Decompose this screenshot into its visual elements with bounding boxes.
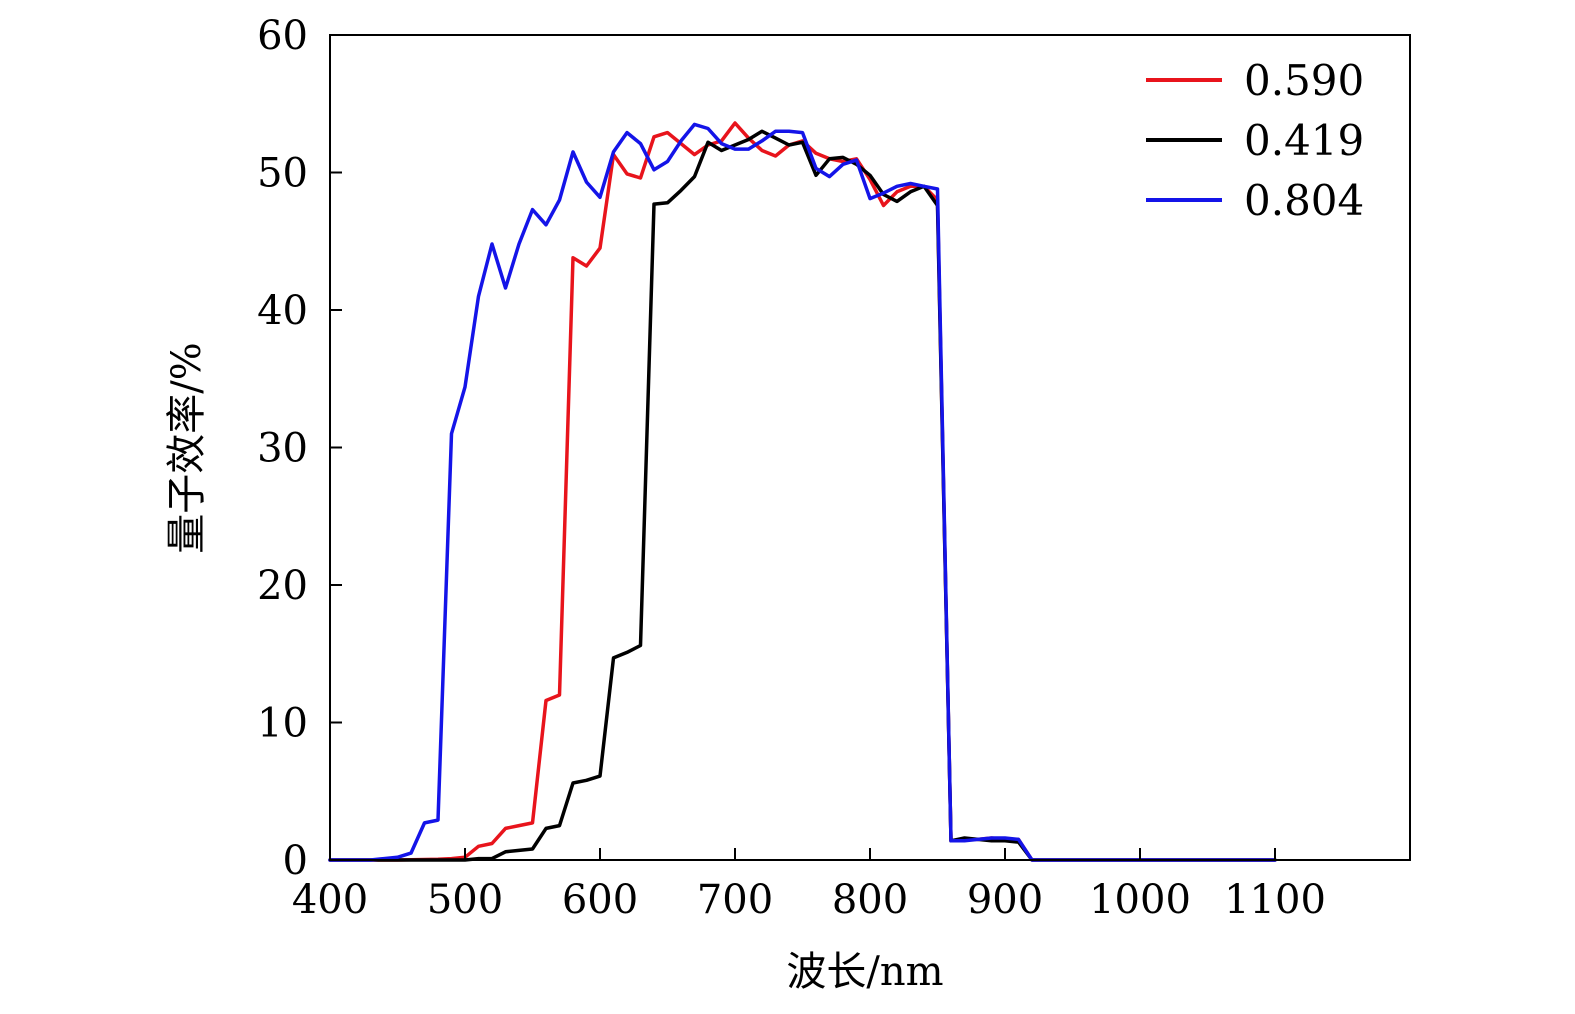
y-tick-label: 0: [283, 838, 308, 884]
y-axis: 0 10 20 30 40 50 60: [257, 13, 342, 884]
x-tick-label: 700: [697, 877, 773, 923]
x-tick-label: 800: [832, 877, 908, 923]
x-tick-label: 500: [427, 877, 503, 923]
series-line-1: [328, 129, 1277, 862]
x-tick-label: 600: [562, 877, 638, 923]
x-axis: 400 500 600 700 800 900 1000 1100: [292, 848, 1326, 923]
y-tick-label: 60: [257, 13, 308, 59]
y-axis-title: 量子效率/%: [164, 342, 210, 553]
y-tick-label: 40: [257, 288, 308, 334]
legend-label-2: 0.804: [1244, 176, 1364, 225]
x-tick-label: 1000: [1089, 877, 1191, 923]
x-tick-label: 1100: [1224, 877, 1326, 923]
y-tick-label: 10: [257, 701, 308, 747]
y-tick-label: 30: [257, 426, 308, 472]
x-tick-label: 400: [292, 877, 368, 923]
y-tick-label: 20: [257, 563, 308, 609]
series-line-0: [328, 121, 1277, 862]
series-line-2: [328, 122, 1277, 862]
y-tick-label: 50: [257, 151, 308, 197]
legend-label-0: 0.590: [1244, 56, 1364, 105]
legend: 0.590 0.419 0.804: [1146, 56, 1364, 225]
x-axis-title: 波长/nm: [786, 949, 943, 995]
x-tick-label: 900: [967, 877, 1043, 923]
legend-label-1: 0.419: [1244, 116, 1364, 165]
plot-lines: [328, 121, 1277, 862]
